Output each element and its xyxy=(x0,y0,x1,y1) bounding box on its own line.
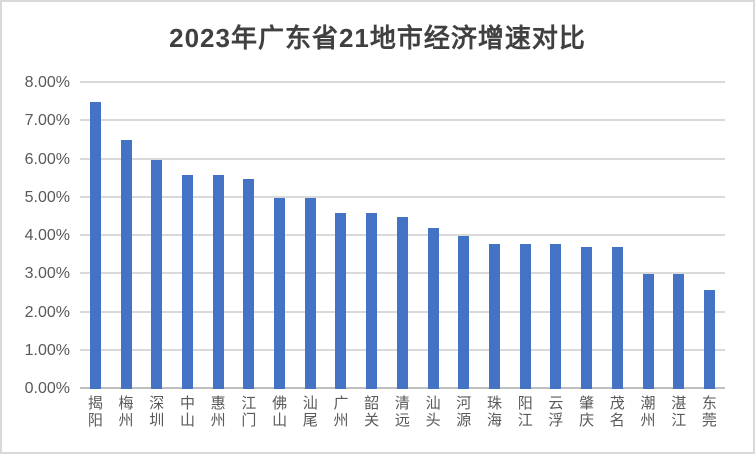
x-tick-label: 韶 关 xyxy=(364,396,380,429)
x-tick-label: 阳 江 xyxy=(517,396,533,429)
y-tick-label: 6.00% xyxy=(24,150,70,168)
bar xyxy=(274,197,286,389)
x-tick-label: 广 州 xyxy=(333,396,349,429)
x-tick-label: 茂 名 xyxy=(609,396,625,429)
y-tick-label: 4.00% xyxy=(24,227,70,244)
bar xyxy=(703,289,715,389)
y-tick-label: 1.00% xyxy=(24,341,70,359)
x-tick-label: 肇 庆 xyxy=(579,396,595,429)
bar xyxy=(488,243,500,389)
x-tick-label: 惠 州 xyxy=(210,396,226,429)
bar xyxy=(243,178,255,389)
x-tick-label: 中 山 xyxy=(179,396,195,429)
bar xyxy=(366,213,378,389)
bar xyxy=(212,174,224,389)
x-tick-label: 云 浮 xyxy=(548,396,564,429)
bar xyxy=(427,228,439,389)
bar xyxy=(611,247,623,389)
bar xyxy=(550,243,562,389)
y-tick-label: 7.00% xyxy=(24,112,70,130)
bar xyxy=(335,213,347,389)
bar xyxy=(673,274,685,389)
y-tick-label: 8.00% xyxy=(24,74,70,91)
bar xyxy=(396,216,408,389)
x-tick-label: 梅 州 xyxy=(118,396,134,429)
x-tick-label: 汕 头 xyxy=(425,396,441,429)
x-tick-label: 湛 江 xyxy=(671,396,687,429)
bar xyxy=(581,247,593,389)
x-tick-label: 河 源 xyxy=(456,396,472,429)
x-tick-label: 深 圳 xyxy=(149,396,165,429)
gridline xyxy=(80,81,725,83)
y-tick-label: 3.00% xyxy=(24,265,70,283)
y-tick-label: 5.00% xyxy=(24,188,70,206)
x-tick-label: 佛 山 xyxy=(272,396,288,429)
bar xyxy=(519,243,531,389)
bar xyxy=(181,174,193,389)
x-tick-label: 清 远 xyxy=(394,396,410,429)
y-tick-label: 0.00% xyxy=(24,380,70,397)
x-tick-label: 东 莞 xyxy=(701,396,717,429)
x-tick-label: 汕 尾 xyxy=(302,396,318,429)
x-axis-labels: 揭 阳梅 州深 圳中 山惠 州江 门佛 山汕 尾广 州韶 关清 远汕 头河 源珠… xyxy=(80,396,725,430)
y-tick-label: 2.00% xyxy=(24,303,70,321)
bar xyxy=(120,140,132,389)
bar xyxy=(458,236,470,389)
gridline xyxy=(80,157,725,160)
x-tick-label: 揭 阳 xyxy=(87,396,103,429)
bar xyxy=(89,102,101,389)
bar xyxy=(151,159,163,389)
plot-area xyxy=(80,81,725,389)
bars-container xyxy=(80,83,725,389)
x-tick-label: 江 门 xyxy=(241,396,257,429)
bar xyxy=(642,274,654,389)
x-tick-label: 珠 海 xyxy=(486,396,502,429)
bar xyxy=(304,197,316,389)
x-tick-label: 潮 州 xyxy=(640,396,656,429)
gridline xyxy=(80,195,725,198)
gridline xyxy=(80,119,725,122)
chart-title: 2023年广东省21地市经济增速对比 xyxy=(169,23,586,53)
